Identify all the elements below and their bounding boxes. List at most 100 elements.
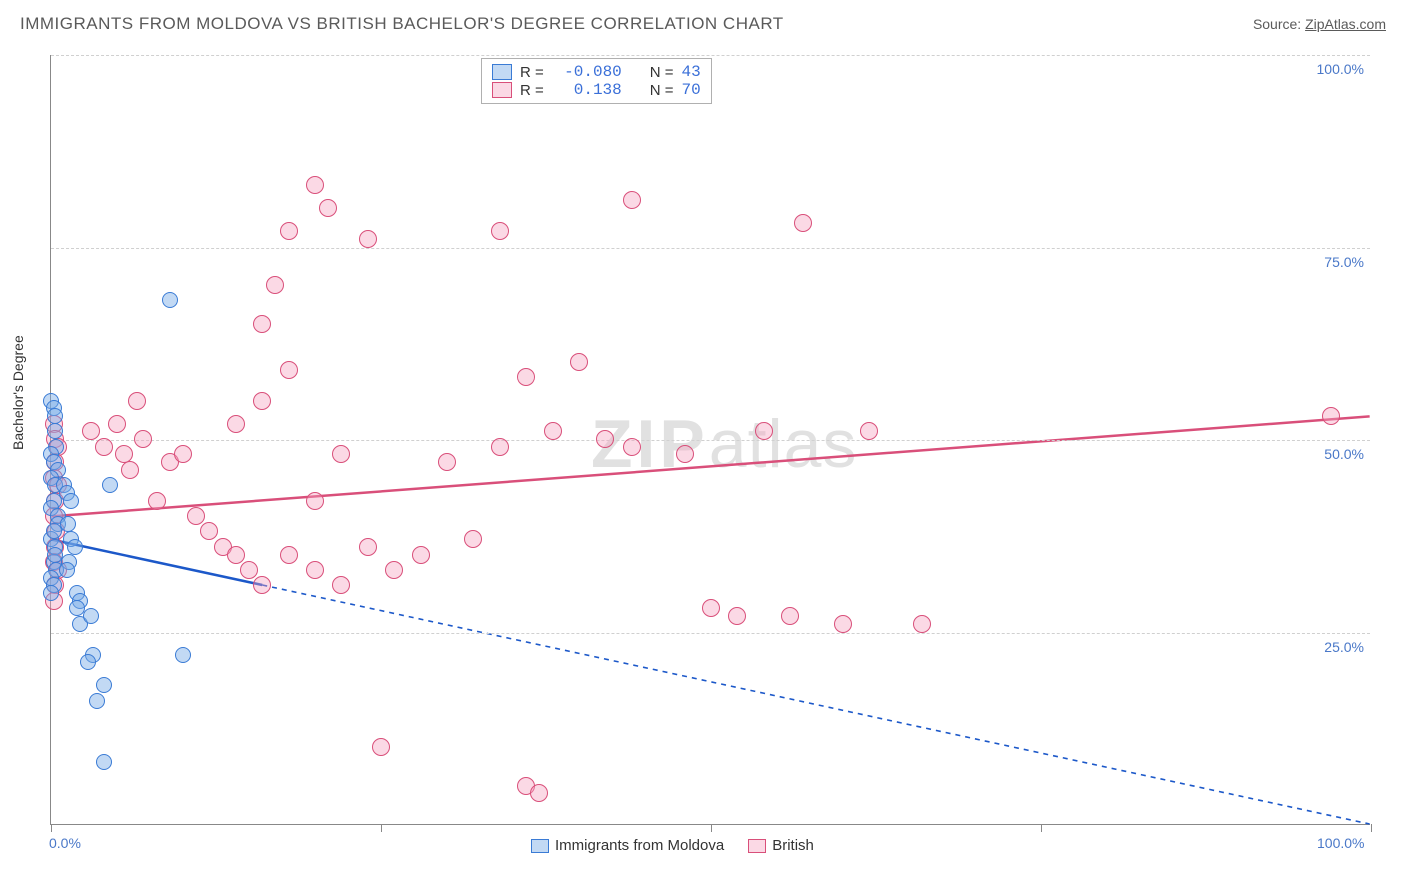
scatter-point-british <box>596 430 614 448</box>
scatter-point-british <box>860 422 878 440</box>
scatter-point-moldova <box>47 408 63 424</box>
plot-area: ZIPatlas R =-0.080N =43R =0.138N =70 Imm… <box>50 55 1370 825</box>
scatter-point-british <box>280 222 298 240</box>
scatter-point-british <box>359 538 377 556</box>
scatter-point-british <box>755 422 773 440</box>
scatter-point-moldova <box>47 423 63 439</box>
regression-line <box>51 416 1369 516</box>
legend-n-label: N = <box>650 82 674 99</box>
scatter-point-british <box>834 615 852 633</box>
x-tick <box>51 824 52 832</box>
scatter-point-british <box>280 361 298 379</box>
legend-n-value: 70 <box>682 81 701 99</box>
source-prefix: Source: <box>1253 16 1305 32</box>
scatter-point-british <box>517 368 535 386</box>
y-axis-label: Bachelor's Degree <box>10 335 26 450</box>
legend-swatch <box>492 64 512 80</box>
scatter-point-british <box>306 176 324 194</box>
x-tick <box>1041 824 1042 832</box>
legend-row-moldova: R =-0.080N =43 <box>492 63 701 81</box>
scatter-point-moldova <box>67 539 83 555</box>
scatter-point-moldova <box>63 493 79 509</box>
scatter-point-british <box>82 422 100 440</box>
scatter-point-british <box>464 530 482 548</box>
legend-swatch <box>531 839 549 853</box>
scatter-point-moldova <box>162 292 178 308</box>
scatter-point-moldova <box>43 585 59 601</box>
scatter-point-british <box>623 438 641 456</box>
chart-title: IMMIGRANTS FROM MOLDOVA VS BRITISH BACHE… <box>20 14 784 34</box>
legend-item-moldova: Immigrants from Moldova <box>531 837 724 854</box>
scatter-point-british <box>781 607 799 625</box>
scatter-point-moldova <box>96 677 112 693</box>
legend-n-label: N = <box>650 64 674 81</box>
gridline-h <box>51 440 1370 441</box>
scatter-point-moldova <box>96 754 112 770</box>
scatter-point-british <box>253 576 271 594</box>
scatter-point-british <box>121 461 139 479</box>
y-tick-label: 25.0% <box>1324 639 1364 655</box>
scatter-point-moldova <box>89 693 105 709</box>
x-tick <box>711 824 712 832</box>
scatter-point-british <box>319 199 337 217</box>
scatter-point-british <box>227 415 245 433</box>
scatter-point-british <box>385 561 403 579</box>
scatter-point-british <box>306 561 324 579</box>
y-tick-label: 100.0% <box>1317 61 1364 77</box>
legend-n-value: 43 <box>682 63 701 81</box>
legend-item-british: British <box>748 837 814 854</box>
scatter-point-british <box>227 546 245 564</box>
scatter-point-british <box>240 561 258 579</box>
scatter-point-british <box>266 276 284 294</box>
x-tick-label: 0.0% <box>49 835 81 851</box>
x-tick-label: 100.0% <box>1317 835 1364 851</box>
scatter-point-british <box>544 422 562 440</box>
legend-row-british: R =0.138N =70 <box>492 81 701 99</box>
scatter-point-british <box>187 507 205 525</box>
scatter-point-british <box>913 615 931 633</box>
source-label: Source: ZipAtlas.com <box>1253 16 1386 32</box>
scatter-point-moldova <box>80 654 96 670</box>
scatter-point-british <box>702 599 720 617</box>
scatter-point-british <box>1322 407 1340 425</box>
scatter-point-moldova <box>175 647 191 663</box>
scatter-point-british <box>676 445 694 463</box>
x-tick <box>381 824 382 832</box>
scatter-point-british <box>280 546 298 564</box>
scatter-point-british <box>359 230 377 248</box>
scatter-point-british <box>253 315 271 333</box>
gridline-h <box>51 55 1370 56</box>
source-link[interactable]: ZipAtlas.com <box>1305 16 1386 32</box>
legend-r-label: R = <box>520 82 544 99</box>
scatter-point-british <box>95 438 113 456</box>
scatter-point-british <box>491 438 509 456</box>
gridline-h <box>51 633 1370 634</box>
legend-swatch <box>492 82 512 98</box>
scatter-point-british <box>332 576 350 594</box>
scatter-point-british <box>128 392 146 410</box>
scatter-point-british <box>570 353 588 371</box>
scatter-point-british <box>438 453 456 471</box>
scatter-point-british <box>108 415 126 433</box>
scatter-point-british <box>306 492 324 510</box>
legend-series: Immigrants from Moldova British <box>531 837 814 854</box>
scatter-point-moldova <box>83 608 99 624</box>
scatter-point-british <box>530 784 548 802</box>
legend-correlation: R =-0.080N =43R =0.138N =70 <box>481 58 712 104</box>
scatter-point-british <box>332 445 350 463</box>
scatter-point-british <box>372 738 390 756</box>
y-tick-label: 75.0% <box>1324 254 1364 270</box>
scatter-point-british <box>148 492 166 510</box>
scatter-point-british <box>794 214 812 232</box>
legend-swatch <box>748 839 766 853</box>
scatter-point-british <box>253 392 271 410</box>
scatter-point-british <box>412 546 430 564</box>
scatter-point-british <box>728 607 746 625</box>
scatter-point-moldova <box>46 523 62 539</box>
x-tick <box>1371 824 1372 832</box>
legend-label: Immigrants from Moldova <box>555 837 724 854</box>
scatter-point-british <box>623 191 641 209</box>
scatter-point-british <box>491 222 509 240</box>
regression-line <box>262 585 1369 824</box>
legend-r-label: R = <box>520 64 544 81</box>
